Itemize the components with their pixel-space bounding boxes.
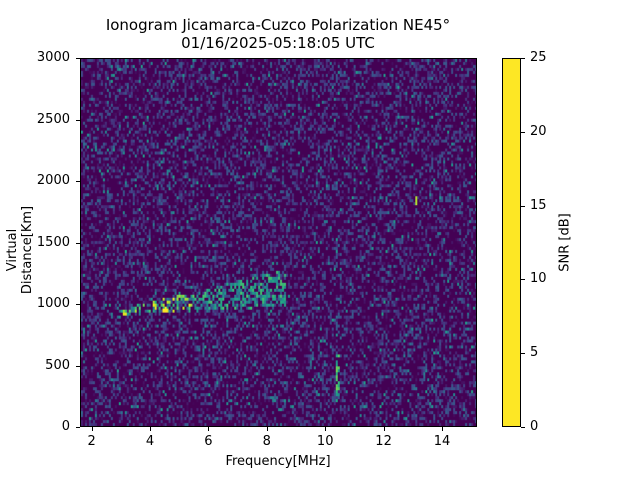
x-tick-mark: [208, 427, 209, 431]
x-tick-label: 4: [145, 434, 155, 449]
colorbar-tick-label: 10: [530, 271, 547, 287]
y-tick-mark: [76, 366, 80, 367]
x-tick-label: 6: [204, 434, 213, 449]
colorbar-tick-label: 20: [530, 123, 547, 139]
y-tick-mark: [76, 304, 80, 305]
y-tick-label: 500: [45, 357, 70, 373]
colorbar-tick-mark: [521, 132, 525, 133]
x-tick-label: 8: [262, 434, 271, 449]
y-axis-label: Virtual Distance[Km]: [5, 205, 35, 295]
chart-title: Ionogram Jicamarca-Cuzco Polarization NE…: [105, 16, 451, 34]
x-tick-label: 10: [316, 434, 334, 449]
y-tick-label: 0: [61, 419, 70, 434]
colorbar-tick-mark: [521, 353, 525, 354]
x-tick-mark: [442, 427, 443, 431]
x-tick-mark: [384, 427, 385, 431]
x-axis-label: Frequency[MHz]: [225, 454, 331, 469]
y-tick-mark: [76, 58, 80, 59]
y-tick-label: 1500: [36, 234, 70, 250]
colorbar-tick-label: 5: [530, 345, 539, 361]
y-tick-mark: [76, 181, 80, 182]
colorbar-tick-mark: [521, 58, 525, 59]
y-tick-label: 2000: [36, 173, 70, 188]
colorbar-tick-label: 15: [530, 197, 547, 213]
y-tick-label: 1000: [36, 296, 70, 311]
colorbar-label: SNR [dB]: [557, 213, 573, 272]
colorbar-tick-label: 25: [530, 50, 547, 65]
y-tick-label: 3000: [36, 50, 70, 65]
x-tick-label: 14: [433, 434, 451, 449]
y-tick-mark: [76, 427, 80, 428]
colorbar-tick-mark: [521, 427, 525, 428]
colorbar-tick-mark: [521, 279, 525, 280]
x-tick-mark: [150, 427, 151, 431]
x-tick-label: 2: [87, 434, 96, 449]
y-tick-mark: [76, 120, 80, 121]
x-tick-label: 12: [375, 434, 392, 449]
x-tick-mark: [267, 427, 268, 431]
ionogram-plot-area: [80, 58, 477, 427]
colorbar: [502, 58, 521, 427]
y-tick-label: 2500: [36, 111, 70, 127]
x-tick-mark: [325, 427, 326, 431]
colorbar-tick-mark: [521, 206, 525, 207]
chart-subtitle: 01/16/2025-05:18:05 UTC: [181, 34, 375, 52]
colorbar-tick-label: 0: [530, 419, 539, 434]
x-tick-mark: [92, 427, 93, 431]
y-tick-mark: [76, 243, 80, 244]
